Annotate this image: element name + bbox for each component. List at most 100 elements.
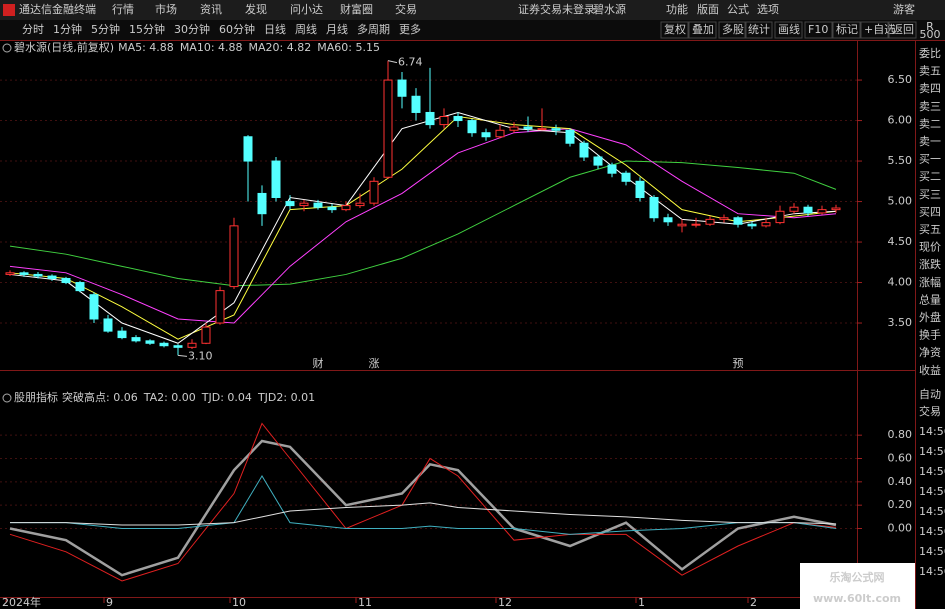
legend-entry: TA2: 0.00 [143, 391, 196, 404]
user[interactable]: 游客 [893, 2, 915, 16]
date-label: 1 [638, 596, 645, 609]
side-label: 现价 [919, 241, 941, 254]
y-tick-label: 5.00 [888, 195, 913, 208]
period-tab[interactable]: 周线 [295, 22, 317, 36]
candle-body [551, 128, 561, 131]
tool-button[interactable] [774, 21, 803, 39]
period-tab[interactable]: 分时 [22, 23, 44, 36]
period-tab[interactable]: 1分钟 [53, 22, 82, 36]
candle-body [89, 294, 99, 320]
candle-body [467, 120, 477, 134]
tool-label[interactable]: 返回 [892, 23, 914, 36]
period-tab[interactable]: 多周期 [357, 22, 390, 36]
tool-label[interactable]: 多股 [722, 22, 744, 36]
candle-body [411, 95, 421, 113]
candle-body [117, 330, 127, 339]
y-tick-label: 0.00 [888, 522, 913, 535]
legend-icon [2, 43, 12, 53]
toolbar [0, 20, 945, 40]
side-label: 买二 [919, 170, 941, 183]
watermark-bg [800, 563, 915, 609]
menu-item[interactable]: 财富圈 [340, 2, 373, 16]
side-label: 卖二 [919, 117, 941, 130]
tool-button[interactable] [804, 21, 833, 39]
tool-button[interactable] [744, 21, 773, 39]
menu-item[interactable]: 问小达 [290, 3, 323, 16]
tool-label[interactable]: 标记 [836, 22, 858, 36]
candle-body [341, 205, 351, 211]
tool-label[interactable]: 画线 [778, 22, 800, 36]
y-tick-label: 0.20 [888, 498, 913, 511]
side-top: R [926, 20, 934, 33]
side-label: 换手 [919, 328, 941, 342]
candle-body [5, 272, 15, 275]
candle-body [817, 209, 827, 214]
menu-bar [0, 0, 945, 20]
menu-item[interactable]: 功能 [666, 2, 688, 16]
line-series [9, 111, 837, 344]
menu-item[interactable]: 公式 [727, 3, 749, 16]
tool-label[interactable]: +自选 [864, 23, 895, 36]
menu-item[interactable]: 交易 [395, 2, 417, 16]
menu-item[interactable]: 版面 [697, 2, 719, 16]
side-label: 卖四 [919, 82, 941, 95]
tool-button[interactable] [832, 21, 861, 39]
side-time: 14:56 [919, 485, 945, 498]
legend-entry: 突破高点: 0.06 [62, 390, 138, 404]
event-marker: 财 [313, 356, 324, 370]
menu-item[interactable]: 市场 [155, 2, 177, 16]
period-tab[interactable]: 60分钟 [219, 22, 255, 36]
tool-label[interactable]: 复权 [664, 22, 686, 36]
side-label: 买四 [919, 205, 941, 218]
annotation: 3.10 [188, 349, 213, 362]
tool-button[interactable] [718, 21, 747, 39]
candle-body [187, 342, 197, 348]
menu-item[interactable]: 发现 [245, 2, 267, 16]
candle-body [271, 160, 281, 198]
side-label: 涨幅 [919, 276, 941, 289]
candle-body [719, 217, 729, 220]
date-label: 2 [750, 596, 757, 609]
side-label: 卖三 [919, 100, 941, 113]
menu-item[interactable]: 资讯 [200, 3, 222, 16]
period-tab[interactable]: 5分钟 [91, 22, 120, 36]
period-tab[interactable]: 更多 [399, 22, 421, 36]
side-label: 买一 [919, 153, 941, 166]
period-tab[interactable]: 15分钟 [129, 22, 165, 36]
candle-body [705, 218, 715, 225]
side-tab[interactable]: 自动 [919, 388, 941, 401]
candle-body [621, 172, 631, 182]
candle-body [565, 129, 575, 144]
tool-button[interactable] [688, 21, 717, 39]
tool-label[interactable]: 统计 [748, 23, 770, 36]
y-tick-label: 5.50 [888, 154, 913, 167]
period-tab[interactable]: 月线 [326, 22, 348, 36]
candle-body [201, 326, 211, 344]
candle-body [131, 337, 141, 342]
menu-item[interactable]: 行情 [112, 3, 134, 16]
y-tick-label: 6.50 [888, 73, 913, 86]
period-tab[interactable]: 日线 [264, 22, 286, 36]
tool-button[interactable] [888, 21, 917, 39]
side-tab[interactable]: 交易 [919, 404, 941, 418]
menu-item[interactable]: 选项 [757, 3, 779, 16]
candle-body [215, 290, 225, 324]
side-label: 涨跌 [919, 257, 941, 271]
line-series [10, 475, 837, 535]
tool-label[interactable]: 叠加 [692, 23, 714, 36]
candle-body [33, 273, 43, 277]
legend-entry: MA5: 4.88 [118, 41, 174, 54]
tool-button[interactable] [660, 21, 689, 39]
candle-body [47, 275, 57, 279]
legend-entry: MA60: 5.15 [317, 41, 380, 54]
candle-body [803, 206, 813, 214]
candle-body [229, 225, 239, 288]
candle-body [481, 132, 491, 138]
candle-body [733, 217, 743, 225]
candle-body [495, 129, 505, 138]
legend-entry: MA10: 4.88 [180, 41, 243, 54]
tool-button[interactable] [860, 21, 889, 39]
tool-label[interactable]: F10 [808, 23, 828, 36]
period-tab[interactable]: 30分钟 [174, 22, 210, 36]
